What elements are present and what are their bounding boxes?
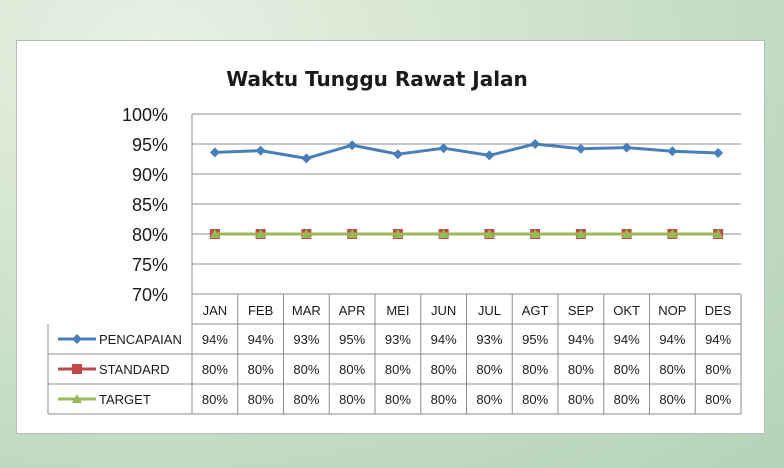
table-cell-value: 94%	[614, 332, 640, 347]
legend-label-standard: STANDARD	[99, 362, 170, 377]
chart-title: Waktu Tunggu Rawat Jalan	[226, 67, 528, 91]
table-cell-value: 94%	[202, 332, 228, 347]
table-cell-value: 80%	[476, 392, 502, 407]
data-point-pencapaian	[255, 145, 266, 156]
legend-key-marker	[72, 334, 82, 344]
table-cell-value: 80%	[659, 392, 685, 407]
data-point-pencapaian	[347, 140, 358, 151]
data-table: JAN FEB MAR APR MEI JUN JUL AGT SEP OKT NOP DES PENC…	[47, 294, 742, 415]
x-category-label: JAN	[203, 303, 228, 318]
data-point-pencapaian	[438, 143, 449, 154]
y-tick-label: 100%	[122, 105, 168, 125]
chart-card: Waktu Tunggu Rawat Jalan 100% 95% 90% 85% 80…	[16, 40, 765, 434]
y-tick-label: 85%	[132, 195, 168, 215]
data-point-pencapaian	[301, 153, 312, 164]
x-category-label: JUN	[431, 303, 456, 318]
y-tick-label: 75%	[132, 255, 168, 275]
data-point-pencapaian	[667, 146, 678, 157]
series-target	[209, 229, 724, 238]
table-cell-value: 94%	[568, 332, 594, 347]
table-cell-value: 80%	[568, 392, 594, 407]
table-cell-value: 80%	[293, 362, 319, 377]
y-tick-label: 70%	[132, 285, 168, 305]
data-point-pencapaian	[621, 142, 632, 153]
data-point-pencapaian	[530, 139, 541, 149]
x-category-label: OKT	[613, 303, 640, 318]
y-tick-label: 80%	[132, 225, 168, 245]
table-cell-value: 80%	[614, 362, 640, 377]
table-cell-value: 80%	[339, 362, 365, 377]
y-axis-ticks: 100% 95% 90% 85% 80% 75% 70%	[122, 105, 168, 305]
x-category-label: DES	[705, 303, 732, 318]
data-point-pencapaian	[209, 147, 220, 158]
table-cell-value: 80%	[522, 392, 548, 407]
legend-key-marker	[72, 364, 82, 374]
data-point-pencapaian	[575, 143, 586, 154]
x-category-label: NOP	[658, 303, 686, 318]
x-category-label: SEP	[568, 303, 594, 318]
table-cell-value: 80%	[476, 362, 502, 377]
table-cell-value: 95%	[522, 332, 548, 347]
table-cell-value: 80%	[522, 362, 548, 377]
data-point-target	[255, 229, 266, 238]
x-category-label: MEI	[386, 303, 409, 318]
data-point-target	[713, 229, 724, 238]
data-point-target	[347, 229, 358, 238]
series-line-pencapaian	[214, 142, 719, 160]
y-tick-label: 90%	[132, 165, 168, 185]
data-point-target	[209, 229, 220, 238]
data-point-pencapaian	[392, 149, 403, 160]
table-cell-value: 80%	[385, 362, 411, 377]
table-cell-value: 80%	[705, 362, 731, 377]
data-point-target	[575, 229, 586, 238]
table-cell-value: 80%	[202, 392, 228, 407]
data-point-target	[301, 229, 312, 238]
data-point-target	[484, 229, 495, 238]
table-cell-value: 80%	[293, 392, 319, 407]
table-cell-value: 80%	[614, 392, 640, 407]
x-category-label: AGT	[522, 303, 549, 318]
table-cell-value: 80%	[568, 362, 594, 377]
table-cell-value: 94%	[659, 332, 685, 347]
x-category-label: FEB	[248, 303, 273, 318]
table-cell-value: 80%	[385, 392, 411, 407]
x-category-label: APR	[339, 303, 366, 318]
table-cell-value: 93%	[293, 332, 319, 347]
y-tick-label: 95%	[132, 135, 168, 155]
table-cell-value: 80%	[339, 392, 365, 407]
table-cell-value: 80%	[202, 362, 228, 377]
line-chart: Waktu Tunggu Rawat Jalan 100% 95% 90% 85% 80…	[47, 67, 742, 415]
data-point-pencapaian	[484, 150, 495, 161]
data-point-target	[530, 229, 541, 238]
data-point-target	[392, 229, 403, 238]
series-pencapaian	[209, 139, 724, 164]
data-point-target	[438, 229, 449, 238]
data-point-target	[621, 229, 632, 238]
data-point-target	[667, 229, 678, 238]
table-cell-value: 93%	[476, 332, 502, 347]
x-category-label: JUL	[478, 303, 501, 318]
table-cell-value: 95%	[339, 332, 365, 347]
legend-label-target: TARGET	[99, 392, 151, 407]
table-cell-value: 80%	[248, 362, 274, 377]
table-cell-value: 94%	[705, 332, 731, 347]
series-lines	[209, 139, 724, 239]
x-category-label: MAR	[292, 303, 321, 318]
table-cell-value: 94%	[248, 332, 274, 347]
table-cell-value: 80%	[248, 392, 274, 407]
table-cell-value: 80%	[431, 362, 457, 377]
table-cell-value: 93%	[385, 332, 411, 347]
table-cell-value: 94%	[431, 332, 457, 347]
data-point-pencapaian	[713, 148, 724, 158]
legend-key-marker	[72, 394, 82, 403]
table-cell-value: 80%	[659, 362, 685, 377]
table-cell-value: 80%	[705, 392, 731, 407]
legend-label-pencapaian: PENCAPAIAN	[99, 332, 182, 347]
table-cell-value: 80%	[431, 392, 457, 407]
